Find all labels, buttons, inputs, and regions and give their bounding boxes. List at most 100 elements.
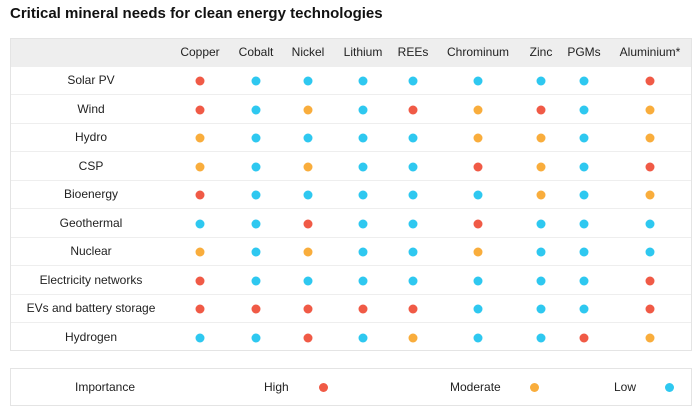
importance-dot-pgms-low — [579, 304, 589, 314]
importance-dot-aluminium-high — [645, 76, 655, 86]
importance-dot-zinc-low — [536, 333, 546, 342]
importance-dot-nickel-low — [303, 76, 313, 86]
importance-dot-rees-low — [408, 219, 418, 228]
importance-dot-nickel-low — [303, 190, 313, 200]
row-label: Nuclear — [70, 244, 112, 258]
importance-dot-zinc-low — [536, 76, 546, 86]
importance-dot-copper-high — [195, 105, 205, 114]
legend-dot-moderate — [530, 383, 539, 392]
importance-dot-aluminium-high — [645, 162, 655, 171]
matrix-row-wind: Wind — [11, 96, 691, 124]
legend-dot-low — [665, 383, 674, 392]
importance-dot-aluminium-high — [645, 304, 655, 314]
importance-dot-pgms-low — [579, 162, 589, 171]
importance-dot-chrominum-moderate — [473, 105, 483, 114]
importance-dot-chrominum-high — [473, 162, 483, 171]
importance-dot-rees-low — [408, 190, 418, 200]
importance-dot-zinc-low — [536, 304, 546, 314]
importance-dot-nickel-high — [303, 333, 313, 342]
column-header-nickel: Nickel — [291, 45, 325, 59]
importance-dot-pgms-low — [579, 105, 589, 114]
importance-dot-nickel-high — [303, 304, 313, 314]
importance-dot-aluminium-moderate — [645, 105, 655, 114]
importance-dot-rees-low — [408, 247, 418, 257]
importance-dot-zinc-high — [536, 105, 546, 114]
importance-dot-lithium-low — [358, 133, 368, 143]
matrix-row-electricity-networks: Electricity networks — [11, 267, 691, 295]
row-label: EVs and battery storage — [26, 301, 156, 315]
matrix-row-hydrogen: Hydrogen — [11, 324, 691, 352]
importance-dot-copper-low — [195, 219, 205, 228]
importance-dot-aluminium-low — [645, 247, 655, 257]
importance-dot-chrominum-low — [473, 190, 483, 200]
importance-dot-lithium-low — [358, 247, 368, 257]
importance-dot-rees-low — [408, 162, 418, 171]
importance-dot-pgms-low — [579, 76, 589, 86]
column-header-copper: Copper — [180, 45, 220, 59]
matrix-row-geothermal: Geothermal — [11, 210, 691, 238]
column-header-lithium: Lithium — [343, 45, 383, 59]
importance-dot-lithium-low — [358, 76, 368, 86]
matrix-row-solar-pv: Solar PV — [11, 67, 691, 95]
row-label: Geothermal — [59, 215, 123, 230]
importance-dot-pgms-low — [579, 247, 589, 257]
importance-dot-chrominum-moderate — [473, 247, 483, 257]
legend-label-moderate: Moderate — [450, 380, 501, 394]
importance-dot-lithium-low — [358, 276, 368, 285]
importance-dot-aluminium-low — [645, 219, 655, 228]
importance-dot-rees-low — [408, 133, 418, 143]
importance-dot-lithium-low — [358, 219, 368, 228]
row-label: Bioenergy — [63, 187, 119, 201]
importance-dot-cobalt-low — [251, 105, 261, 114]
importance-dot-aluminium-moderate — [645, 133, 655, 143]
legend-label-low: Low — [614, 380, 637, 394]
matrix-row-csp: CSP — [11, 153, 691, 181]
importance-dot-copper-moderate — [195, 162, 205, 171]
legend-label-high: High — [264, 380, 289, 394]
importance-dot-rees-high — [408, 304, 418, 314]
importance-dot-nickel-moderate — [303, 105, 313, 114]
column-header-cobalt: Cobalt — [238, 45, 274, 59]
importance-dot-chrominum-low — [473, 76, 483, 86]
column-header-pgms: PGMs — [567, 45, 601, 59]
importance-dot-copper-moderate — [195, 133, 205, 143]
importance-dot-chrominum-low — [473, 304, 483, 314]
importance-dot-copper-high — [195, 76, 205, 86]
matrix-row-nuclear: Nuclear — [11, 238, 691, 266]
column-header-chrominum: Chrominum — [446, 45, 510, 59]
chart-title: Critical mineral needs for clean energy … — [10, 5, 383, 22]
importance-dot-pgms-low — [579, 190, 589, 200]
importance-dot-chrominum-high — [473, 219, 483, 228]
importance-dot-copper-high — [195, 276, 205, 285]
row-label: Wind — [77, 101, 105, 116]
importance-dot-pgms-high — [579, 333, 589, 342]
importance-dot-cobalt-low — [251, 276, 261, 285]
importance-dot-chrominum-low — [473, 276, 483, 285]
importance-dot-copper-high — [195, 190, 205, 200]
importance-dot-nickel-low — [303, 276, 313, 285]
importance-dot-lithium-low — [358, 162, 368, 171]
importance-dot-lithium-low — [358, 105, 368, 114]
importance-dot-cobalt-low — [251, 333, 261, 342]
importance-dot-zinc-low — [536, 247, 546, 257]
importance-dot-chrominum-moderate — [473, 133, 483, 143]
column-header-rees: REEs — [397, 45, 429, 59]
importance-dot-chrominum-low — [473, 333, 483, 342]
importance-dot-cobalt-low — [251, 219, 261, 228]
importance-dot-cobalt-low — [251, 133, 261, 143]
importance-dot-nickel-moderate — [303, 162, 313, 171]
legend-dot-high — [319, 383, 328, 392]
matrix-row-evs-and-battery-storage: EVs and battery storage — [11, 295, 691, 323]
importance-dot-aluminium-moderate — [645, 333, 655, 342]
importance-dot-rees-high — [408, 105, 418, 114]
importance-dot-aluminium-high — [645, 276, 655, 285]
importance-dot-zinc-moderate — [536, 162, 546, 171]
importance-dot-pgms-low — [579, 219, 589, 228]
importance-dot-copper-moderate — [195, 247, 205, 257]
importance-dot-zinc-moderate — [536, 190, 546, 200]
importance-matrix: Copper Cobalt Nickel Lithium REEs Chrominum Zi… — [10, 38, 692, 351]
column-header-row: Copper Cobalt Nickel Lithium REEs Chrominum Zi… — [11, 39, 691, 67]
importance-dot-zinc-low — [536, 219, 546, 228]
legend-title: Importance — [75, 380, 136, 394]
importance-dot-lithium-low — [358, 190, 368, 200]
